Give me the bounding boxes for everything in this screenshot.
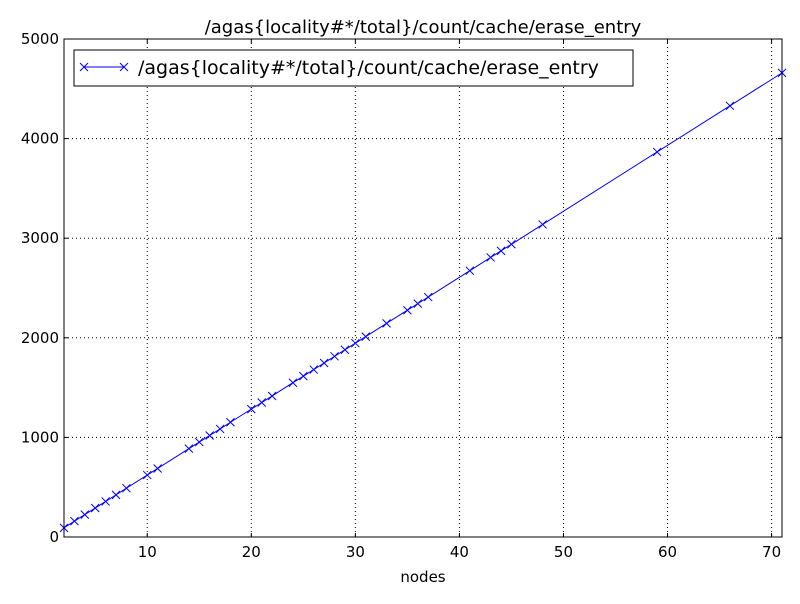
data-point-marker bbox=[319, 358, 329, 368]
data-point-marker bbox=[184, 444, 194, 454]
legend-box bbox=[73, 49, 634, 87]
data-point-marker bbox=[288, 378, 298, 388]
grid bbox=[64, 38, 782, 538]
data-point-marker bbox=[403, 305, 412, 315]
series-line bbox=[63, 72, 783, 529]
data-point-marker bbox=[486, 253, 495, 262]
chart-title: /agas{locality#*/total}/count/cache/eras… bbox=[205, 17, 642, 38]
legend-label: /agas{locality#*/total}/count/cache/eras… bbox=[138, 57, 599, 79]
data-point-marker bbox=[423, 292, 433, 302]
y-tick-label: 0 bbox=[49, 528, 59, 546]
legend: /agas{locality#*/total}/count/cache/eras… bbox=[73, 49, 634, 87]
data-point-marker bbox=[70, 516, 79, 526]
data-point-marker bbox=[351, 338, 360, 348]
data-point-marker bbox=[465, 266, 475, 276]
data-point-marker bbox=[340, 345, 350, 355]
data-point-marker bbox=[226, 417, 235, 427]
data-point-marker bbox=[330, 351, 339, 361]
data-point-marker bbox=[652, 147, 662, 157]
data-point-marker bbox=[80, 510, 90, 519]
data-point-marker bbox=[507, 239, 516, 249]
x-tick-label: 60 bbox=[658, 543, 677, 561]
data-point-marker bbox=[205, 431, 215, 440]
ticks: 10 20 30 40 50 60 70 0 1000 2000 3000 4000 5000 bbox=[21, 30, 782, 561]
x-tick-label: 50 bbox=[554, 543, 573, 561]
x-tick-label: 40 bbox=[450, 543, 469, 561]
data-point-marker bbox=[298, 371, 308, 381]
data-point-marker bbox=[725, 101, 735, 111]
data-point-marker bbox=[101, 497, 110, 506]
data-point-marker bbox=[142, 470, 152, 480]
data-point-marker bbox=[194, 437, 204, 447]
x-tick-label: 70 bbox=[762, 543, 781, 561]
x-tick-label: 20 bbox=[242, 543, 261, 561]
y-tick-label: 3000 bbox=[21, 229, 59, 247]
data-point-marker bbox=[361, 332, 371, 341]
data-point-marker bbox=[496, 246, 506, 256]
data-point-marker bbox=[382, 319, 391, 328]
data-point-marker bbox=[538, 220, 548, 229]
data-point-marker bbox=[153, 464, 163, 473]
plot-frame bbox=[63, 38, 783, 538]
series-layer bbox=[59, 68, 787, 533]
data-point-marker bbox=[90, 503, 100, 513]
data-point-marker bbox=[413, 299, 423, 308]
data-point-marker bbox=[215, 424, 225, 434]
y-tick-label: 2000 bbox=[21, 329, 59, 347]
data-point-marker bbox=[257, 398, 267, 407]
data-point-marker bbox=[246, 404, 256, 414]
x-axis-label: nodes bbox=[400, 568, 445, 586]
x-tick-label: 10 bbox=[138, 543, 157, 561]
data-point-marker bbox=[309, 365, 319, 374]
y-tick-label: 1000 bbox=[21, 428, 59, 446]
y-tick-label: 4000 bbox=[21, 130, 59, 148]
data-point-marker bbox=[122, 483, 131, 493]
y-tick-label: 5000 bbox=[21, 30, 59, 48]
legend-marker-x-icon bbox=[79, 62, 129, 72]
data-point-marker bbox=[267, 391, 277, 401]
data-point-marker bbox=[111, 490, 121, 500]
x-tick-label: 30 bbox=[346, 543, 365, 561]
